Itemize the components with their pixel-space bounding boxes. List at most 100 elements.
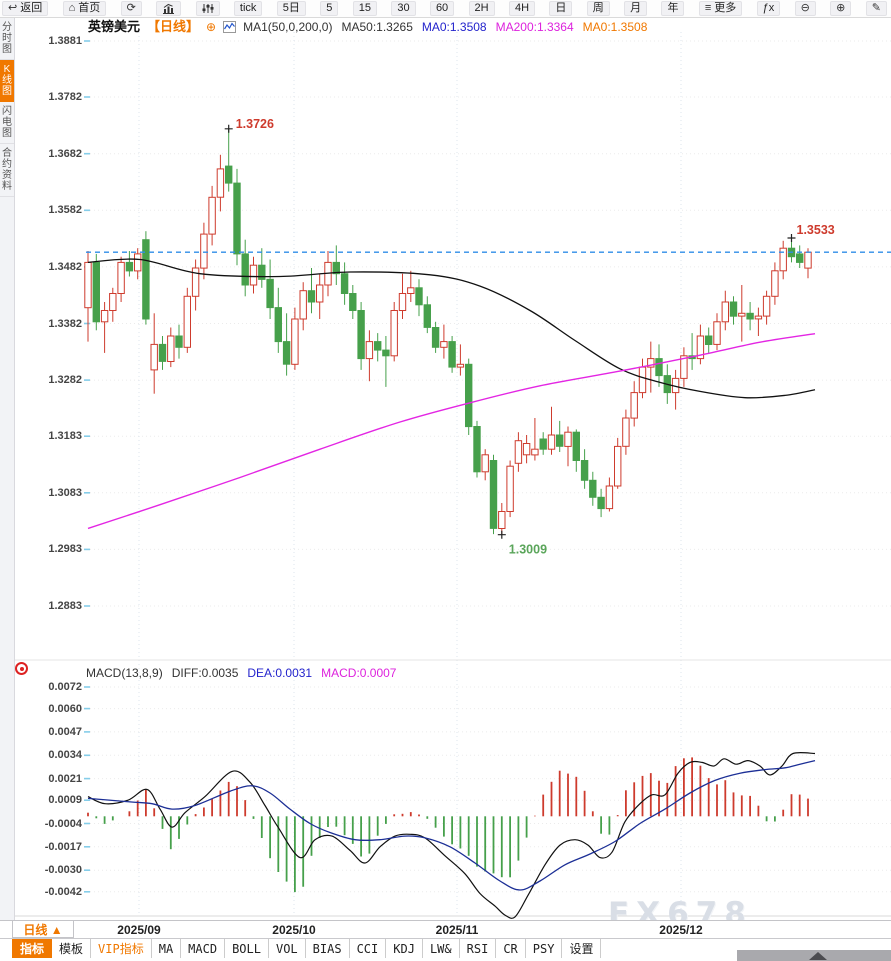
ma-value: MA0:1.3508 bbox=[582, 20, 648, 34]
price-annotation: 1.3533 bbox=[787, 223, 835, 242]
sliders-icon bbox=[202, 3, 214, 14]
period-label: 【日线】 bbox=[147, 19, 200, 34]
macd-value: MACD:0.0007 bbox=[321, 666, 397, 680]
x-axis-label: 2025/12 bbox=[659, 923, 703, 937]
tab-boll[interactable]: BOLL bbox=[225, 939, 269, 958]
period-selector-button[interactable]: 日线 ▲ bbox=[12, 921, 74, 938]
tab-vip指标[interactable]: VIP指标 bbox=[91, 939, 152, 958]
toolbar-label: 月 bbox=[630, 1, 642, 14]
kline-mini-icon bbox=[223, 21, 237, 33]
toolbar-interval-tick-button[interactable]: tick bbox=[233, 0, 263, 16]
collapse-panel-bar[interactable] bbox=[737, 950, 891, 961]
toolbar-label: 15 bbox=[358, 1, 371, 14]
zoom-in-icon: ⊕ bbox=[836, 1, 846, 14]
y-axis-label: 1.2983 bbox=[48, 543, 82, 556]
ma-value: MA50:1.3265 bbox=[341, 20, 413, 34]
macd-axis-label: -0.0030 bbox=[44, 864, 82, 877]
macd-value: DIFF:0.0035 bbox=[171, 666, 239, 680]
y-axis-label: 1.2883 bbox=[48, 600, 82, 612]
tab-macd[interactable]: MACD bbox=[181, 939, 226, 958]
macd-axis-label: 0.0047 bbox=[48, 725, 82, 738]
toolbar-label: 5 bbox=[326, 1, 333, 14]
expand-arrow-icon bbox=[809, 952, 827, 960]
sidebar-item-time-chart[interactable]: 分 时 图 bbox=[0, 18, 14, 60]
tab-指标[interactable]: 指标 bbox=[12, 939, 53, 958]
svg-text:1.3726: 1.3726 bbox=[236, 117, 274, 131]
toolbar-interval-5-button[interactable]: 5 bbox=[320, 0, 339, 16]
toolbar-refresh-button[interactable]: ⟳ bbox=[120, 0, 142, 16]
toolbar-interval-2h-button[interactable]: 2H bbox=[468, 0, 495, 16]
macd-axis-label: 0.0009 bbox=[48, 794, 82, 807]
tab-bias[interactable]: BIAS bbox=[306, 939, 350, 958]
toolbar-more-button[interactable]: ≡ 更多 bbox=[698, 0, 743, 16]
macd-axis-label: -0.0004 bbox=[44, 817, 82, 830]
toolbar-label: 4H bbox=[514, 1, 530, 14]
toolbar-label: 首页 bbox=[78, 1, 101, 14]
tab-psy[interactable]: PSY bbox=[526, 939, 563, 958]
sidebar-item-kline-chart[interactable]: K 线 图 bbox=[0, 60, 14, 102]
x-axis-row: 日线 ▲ 2025/09 2025/10 2025/11 2025/12 bbox=[0, 920, 891, 939]
toolbar-fx-button[interactable]: ƒx bbox=[756, 0, 781, 16]
svg-text:1.3009: 1.3009 bbox=[509, 543, 547, 557]
toolbar-interval-month-button[interactable]: 月 bbox=[624, 0, 648, 16]
tab-模板[interactable]: 模板 bbox=[52, 939, 92, 958]
toolbar-interval-15-button[interactable]: 15 bbox=[352, 0, 377, 16]
macd-axis-label: 0.0072 bbox=[48, 681, 82, 693]
toolbar-interval-day-button[interactable]: 日 bbox=[549, 0, 573, 16]
ma200-line bbox=[87, 333, 816, 530]
macd-axis-label: 0.0021 bbox=[48, 772, 82, 785]
y-axis-label: 1.3582 bbox=[48, 204, 82, 217]
ma50-line bbox=[87, 258, 816, 399]
indicator-tab-bar: 指标 模板 VIP指标 MA MACD BOLL VOL BIAS CCI KDJ LW& RSI CR… bbox=[0, 938, 891, 958]
add-indicator-icon[interactable]: ⊕ bbox=[206, 20, 217, 34]
toolbar-back-button[interactable]: ↩ 返回 bbox=[2, 0, 49, 16]
toolbar-interval-30-button[interactable]: 30 bbox=[391, 0, 416, 16]
indicator-target-icon[interactable] bbox=[15, 662, 28, 675]
toolbar-label: 日 bbox=[555, 1, 567, 14]
toolbar-chart-type-button[interactable] bbox=[156, 0, 182, 16]
tab-设置[interactable]: 设置 bbox=[562, 939, 602, 958]
ma-value: MA200:1.3364 bbox=[495, 20, 574, 34]
macd-axis-label: 0.0034 bbox=[48, 749, 82, 762]
tab-rsi[interactable]: RSI bbox=[460, 939, 497, 958]
toolbar-zoom-out-button[interactable]: ⊖ bbox=[794, 0, 816, 16]
toolbar-interval-year-button[interactable]: 年 bbox=[661, 0, 685, 16]
tab-kdj[interactable]: KDJ bbox=[386, 939, 423, 958]
y-axis-label: 1.3782 bbox=[48, 91, 82, 104]
toolbar-interval-4h-button[interactable]: 4H bbox=[508, 0, 536, 16]
bar-chart-icon bbox=[162, 3, 175, 14]
y-axis-label: 1.3682 bbox=[48, 147, 82, 160]
toolbar-interval-60-button[interactable]: 60 bbox=[429, 0, 455, 16]
symbol-name: 英镑美元 bbox=[88, 19, 141, 34]
ma-value: MA0:1.3508 bbox=[421, 20, 487, 34]
macd-value: MACD(13,8,9) bbox=[86, 666, 163, 680]
y-axis-label: 1.3482 bbox=[48, 260, 82, 273]
ma-value: MA1(50,0,200,0) bbox=[243, 20, 333, 34]
sidebar-item-lightning-chart[interactable]: 闪 电 图 bbox=[0, 102, 14, 144]
toolbar-indicator-params-button[interactable] bbox=[195, 0, 220, 16]
toolbar-interval-5d-button[interactable]: 5日 bbox=[276, 0, 306, 16]
toolbar-label: 返回 bbox=[20, 1, 43, 14]
macd-histogram bbox=[87, 757, 809, 893]
toolbar-home-button[interactable]: ⌂ 首页 bbox=[62, 0, 107, 16]
toolbar-label: 60 bbox=[435, 1, 449, 14]
toolbar-interval-week-button[interactable]: 周 bbox=[586, 0, 610, 16]
svg-text:1.3533: 1.3533 bbox=[797, 223, 835, 237]
top-toolbar: ↩ 返回 ⌂ 首页 ⟳ tick 5日 5 15 30 60 2H 4H 日 周 月 年 ≡ 更多 ƒx ⊖ ⊕ ✎ bbox=[0, 0, 891, 18]
tab-lw&[interactable]: LW& bbox=[423, 939, 460, 958]
toolbar-label: 更多 bbox=[714, 1, 737, 14]
tab-vol[interactable]: VOL bbox=[269, 939, 306, 958]
tab-cci[interactable]: CCI bbox=[350, 939, 387, 958]
toolbar-zoom-in-button[interactable]: ⊕ bbox=[830, 0, 852, 16]
toolbar-label: 30 bbox=[397, 1, 410, 14]
sidebar-item-contract-info[interactable]: 合 约 资 料 bbox=[0, 144, 14, 197]
tab-ma[interactable]: MA bbox=[152, 939, 182, 958]
toolbar-draw-button[interactable]: ✎ bbox=[865, 0, 887, 16]
toolbar-label: 年 bbox=[667, 1, 679, 14]
pencil-icon: ✎ bbox=[871, 1, 881, 14]
tab-cr[interactable]: CR bbox=[496, 939, 526, 958]
x-axis-label: 2025/11 bbox=[435, 923, 479, 937]
